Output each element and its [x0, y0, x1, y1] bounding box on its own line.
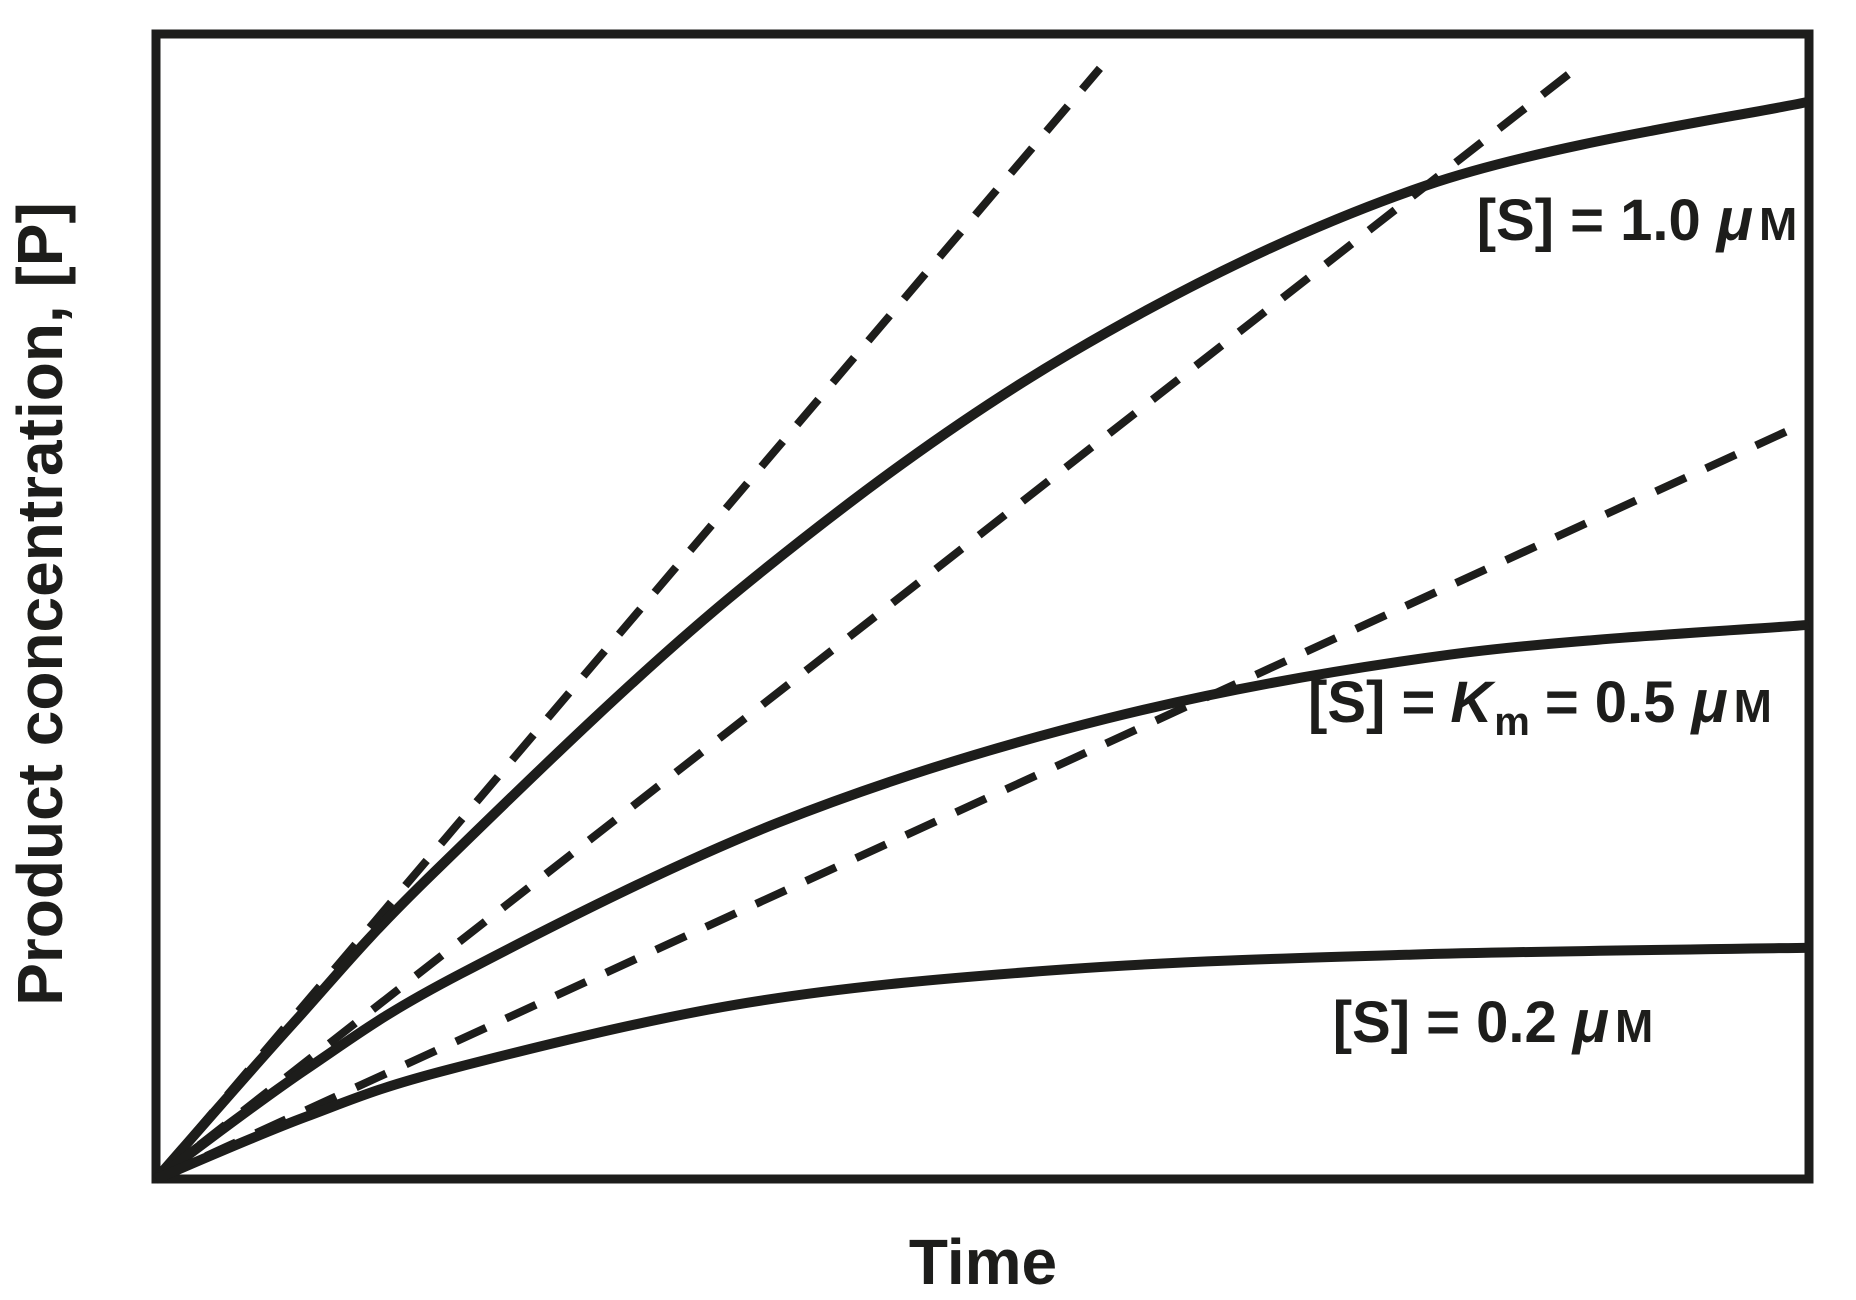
curve-label-s2-value: = 0.5: [1545, 670, 1676, 735]
mu-symbol: μ: [1715, 186, 1753, 253]
mu-symbol: μ: [1571, 988, 1609, 1055]
progress-curve-s2: [153, 619, 1810, 1184]
curve-label-s2-text: [S] =: [1308, 670, 1435, 735]
curve-label-s3-text: [S] = 0.2: [1333, 990, 1557, 1055]
unit-molar: M: [1615, 1000, 1653, 1052]
x-axis-label: Time: [909, 1226, 1057, 1298]
y-axis-label: Product concentration, [P]: [4, 202, 76, 1006]
plot-frame: [151, 29, 1814, 1184]
mu-symbol: μ: [1689, 668, 1727, 735]
curve-label-s2: [S] = Km = 0.5 μ M: [1308, 668, 1772, 744]
progress-curve-s3: [154, 942, 1810, 1184]
unit-molar: M: [1734, 680, 1772, 732]
curve-label-s1: [S] = 1.0 μ M: [1477, 186, 1798, 253]
curve-label-s1-text: [S] = 1.0: [1477, 188, 1701, 253]
progress-curve-s1: [152, 96, 1811, 1183]
tangent-line-s2: [153, 64, 1581, 1183]
curve-label-s3: [S] = 0.2 μ M: [1333, 988, 1654, 1055]
tangent-line-s3: [154, 426, 1791, 1183]
unit-molar: M: [1759, 198, 1797, 250]
km-symbol: K: [1450, 670, 1496, 735]
km-subscript: m: [1494, 700, 1530, 744]
